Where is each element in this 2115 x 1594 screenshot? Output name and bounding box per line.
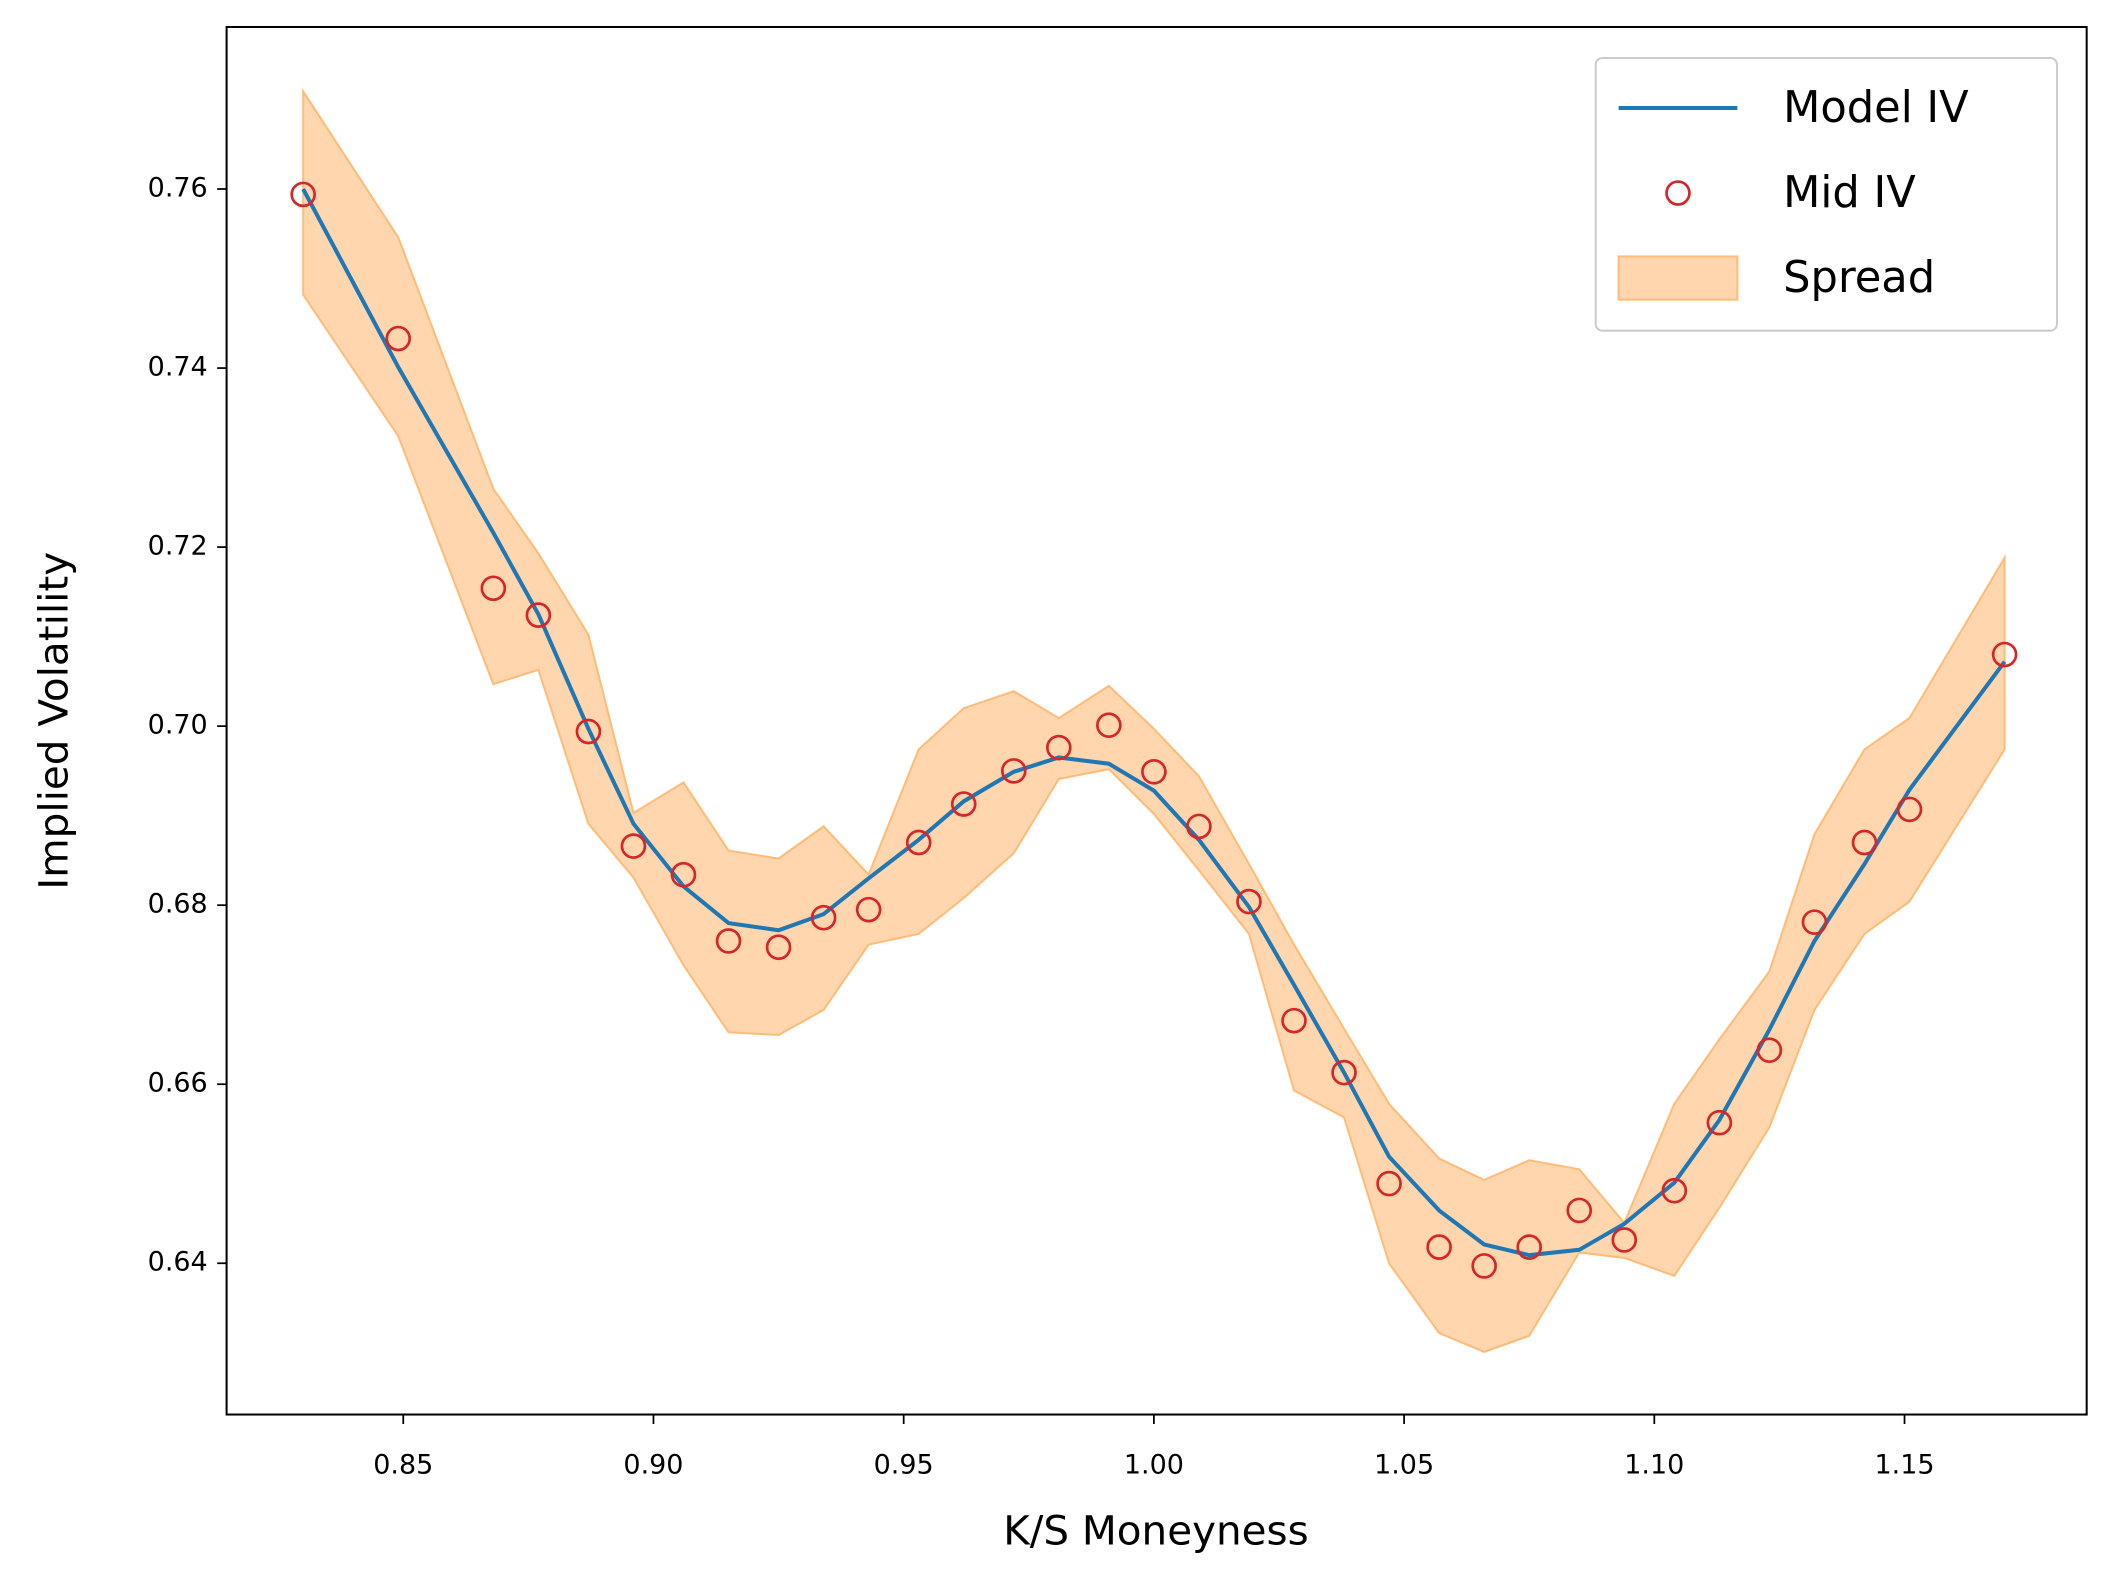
mid-point (1000, 758, 1027, 784)
legend: Model IV Mid IV Spread (1594, 57, 2059, 332)
mid-point (525, 602, 552, 628)
mid-point (1611, 1227, 1638, 1253)
mid-point (1516, 1234, 1543, 1260)
mid-point (1706, 1109, 1733, 1136)
mid-point (1756, 1037, 1783, 1064)
mid-point (1661, 1177, 1688, 1204)
x-tick-label: 1.00 (1124, 1449, 1184, 1480)
mid-point (1801, 909, 1828, 936)
mid-point (1141, 758, 1167, 785)
y-tick-label: 0.70 (148, 710, 208, 741)
mid-point (1186, 813, 1212, 840)
legend-marker (1665, 180, 1691, 206)
y-tick-label: 0.74 (148, 352, 208, 383)
mid-point (1281, 1007, 1307, 1034)
mid-point (480, 575, 507, 602)
legend-label: Model IV (1783, 83, 1969, 133)
legend-patch (1617, 255, 1739, 301)
mid-point (1991, 641, 2018, 668)
y-tick-label: 0.76 (148, 173, 208, 204)
mid-point (1096, 712, 1122, 739)
plot-frame (225, 25, 2088, 1416)
mid-point (1376, 1170, 1402, 1197)
legend-label: Mid IV (1783, 168, 1916, 218)
y-tick-label: 0.66 (148, 1068, 208, 1099)
mid-point (290, 181, 316, 208)
mid-point (385, 325, 412, 352)
x-tick-label: 0.85 (373, 1449, 433, 1480)
x-tick-label: 0.95 (874, 1449, 934, 1480)
mid-point (905, 829, 932, 856)
mid-point (1045, 734, 1072, 761)
mid-point (715, 928, 742, 954)
legend-label: Spread (1783, 253, 1935, 303)
y-tick-label: 0.64 (148, 1247, 208, 1278)
mid-point (1236, 888, 1262, 915)
mid-point (765, 934, 792, 961)
mid-point (810, 904, 837, 931)
mid-point (1566, 1197, 1593, 1224)
model-line (301, 188, 2007, 1258)
x-tick-label: 1.05 (1374, 1449, 1434, 1480)
x-tick-label: 1.15 (1874, 1449, 1934, 1480)
mid-point (1851, 829, 1878, 856)
y-axis-title: Implied Volatility (30, 552, 78, 890)
x-tick-label: 1.10 (1624, 1449, 1684, 1480)
mid-point (1896, 796, 1923, 823)
mid-point (950, 791, 977, 817)
spread-band (302, 88, 2006, 1353)
mid-point (1426, 1234, 1452, 1260)
mid-point (855, 896, 882, 923)
mid-point (670, 861, 697, 888)
mid-point (575, 718, 602, 745)
y-tick-label: 0.72 (148, 531, 208, 562)
x-axis-title: K/S Moneyness (1003, 1506, 1309, 1554)
mid-point (1471, 1253, 1497, 1279)
mid-point (620, 833, 647, 859)
mid-point (1331, 1059, 1357, 1086)
y-tick-label: 0.68 (148, 889, 208, 920)
x-tick-label: 0.90 (623, 1449, 683, 1480)
